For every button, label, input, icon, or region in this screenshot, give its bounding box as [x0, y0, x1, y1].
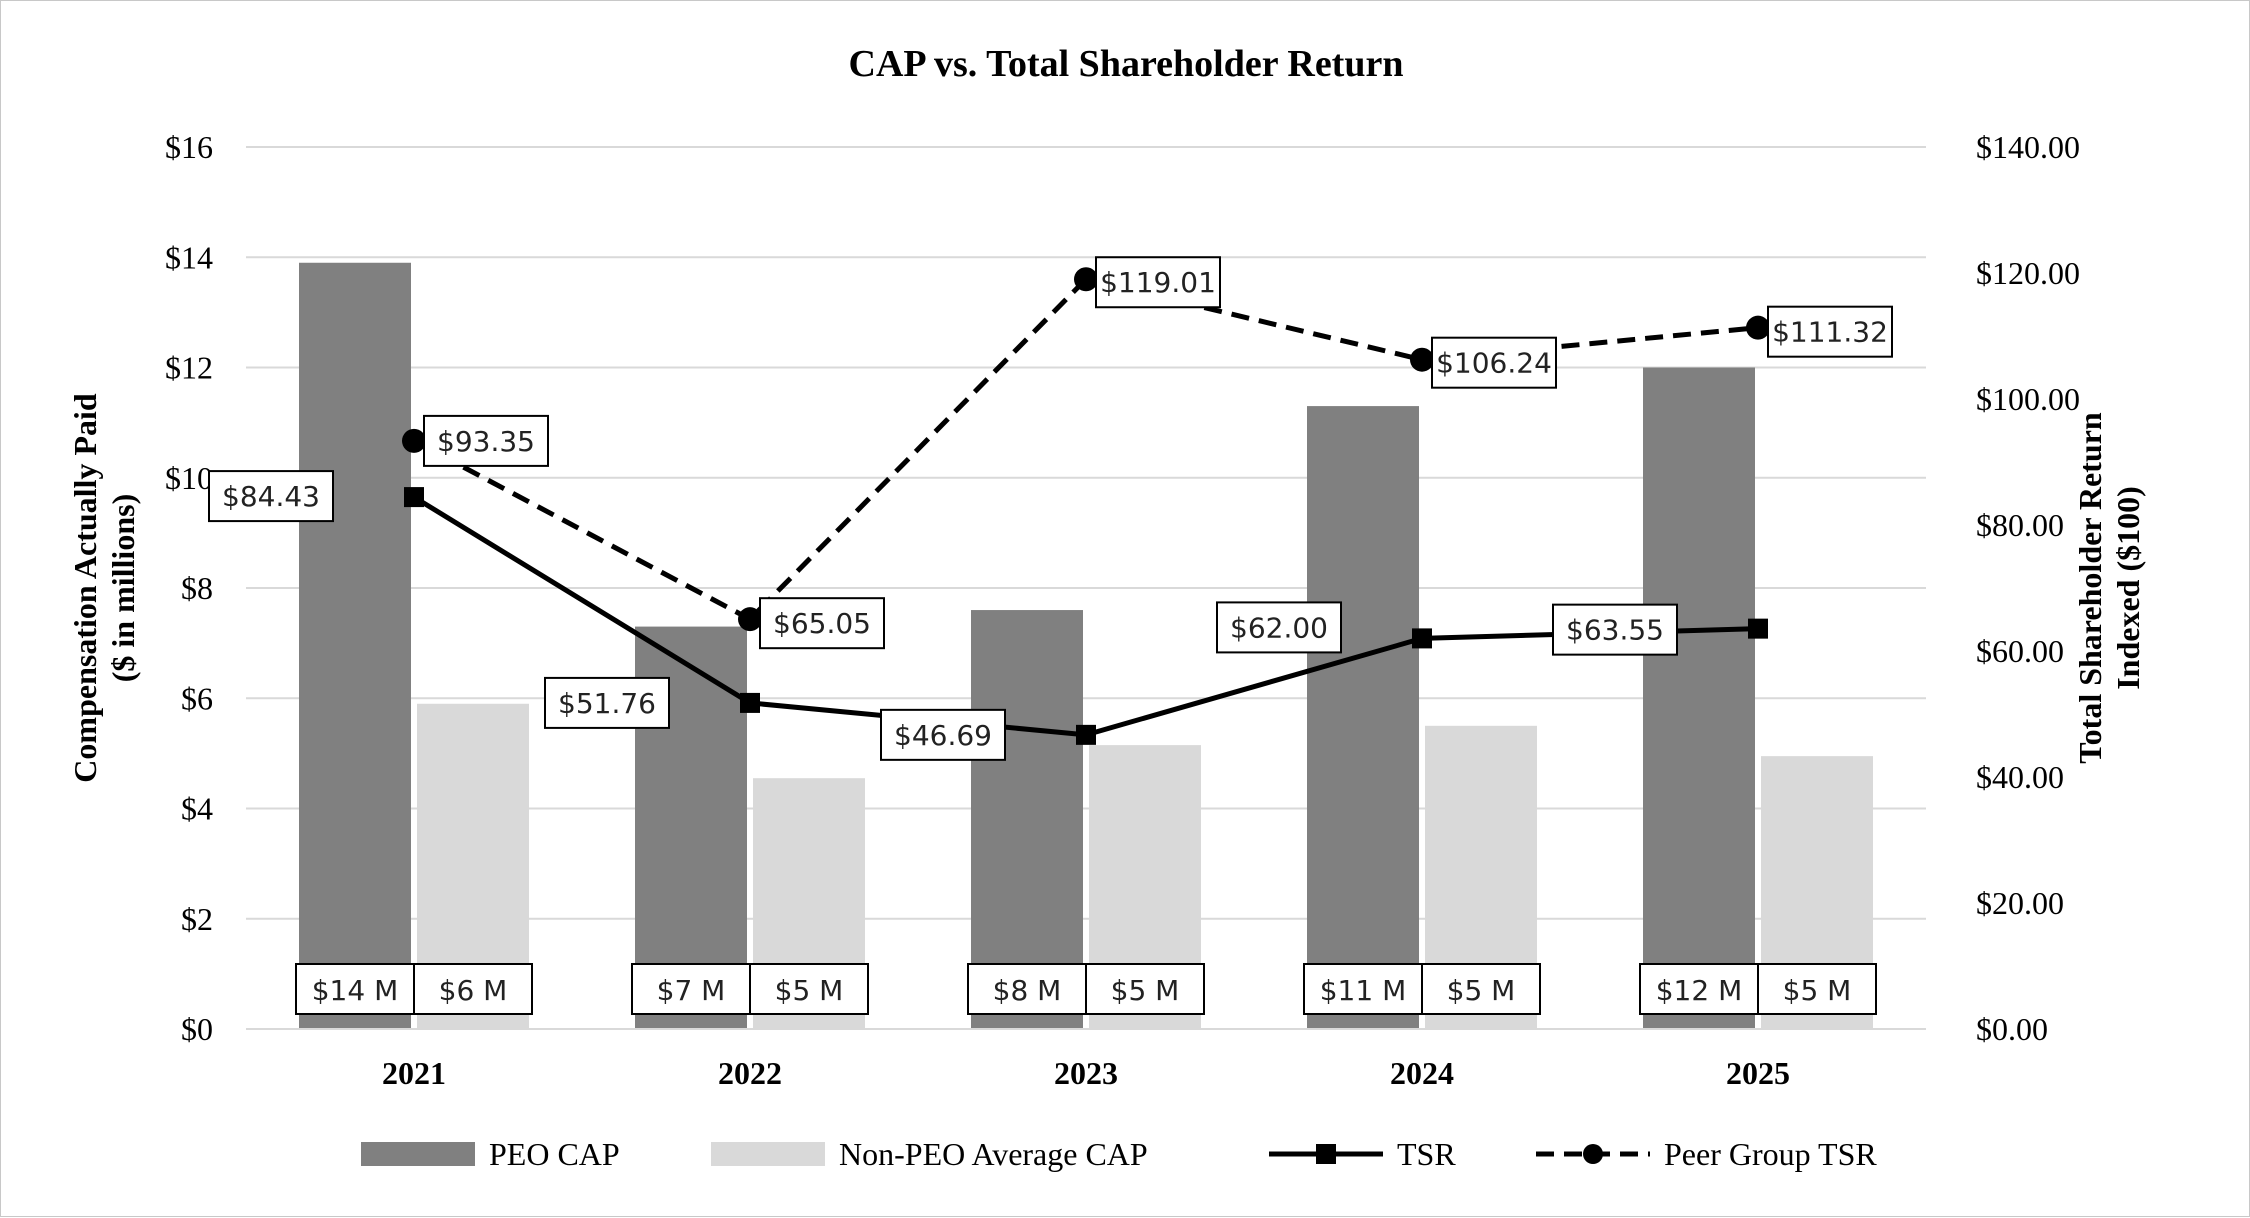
data-label-box — [544, 676, 670, 729]
data-label: $5 M — [1447, 974, 1516, 1007]
data-label-box — [1552, 603, 1678, 656]
x-tick-label: 2022 — [718, 1055, 782, 1091]
y-left-tick-label: $6 — [181, 680, 213, 716]
legend-swatch — [711, 1142, 825, 1166]
line-marker — [738, 607, 762, 632]
bar — [1643, 367, 1755, 1029]
data-label-box — [631, 963, 751, 1015]
data-label: $5 M — [775, 974, 844, 1007]
bar — [1307, 406, 1419, 1029]
y-right-tick-label: $100.00 — [1976, 381, 2080, 417]
line-marker — [404, 487, 424, 508]
data-label-box — [759, 597, 885, 650]
x-tick-label: 2025 — [1726, 1055, 1790, 1091]
y-right-tick-label: $60.00 — [1976, 633, 2064, 669]
x-tick-label: 2024 — [1390, 1055, 1454, 1091]
y-left-tick-label: $4 — [181, 791, 213, 827]
line-marker — [1748, 618, 1768, 639]
data-label: $14 M — [312, 974, 399, 1007]
legend-swatch — [361, 1142, 475, 1166]
line-marker — [402, 428, 426, 453]
line-marker — [740, 692, 760, 713]
series-line — [412, 276, 1759, 623]
y-left-tick-label: $16 — [165, 129, 213, 165]
y-right-tick-label: $80.00 — [1976, 507, 2064, 543]
line-marker — [1412, 628, 1432, 649]
data-label-box — [749, 963, 869, 1015]
legend: PEO CAP Non-PEO Average CAP TSR Peer Group … — [361, 1136, 1877, 1172]
data-label-box — [1639, 963, 1759, 1015]
data-label: $8 M — [993, 974, 1062, 1007]
data-label-box — [423, 414, 549, 467]
data-label-box — [208, 470, 334, 523]
data-labels: $14 M $7 M $8 M $11 M $12 M $6 M $5 M $5 M $5 M $… — [208, 256, 1893, 1015]
data-label: $5 M — [1783, 974, 1852, 1007]
y-left-axis-title: Compensation Actually Paid — [67, 393, 103, 783]
data-label: $12 M — [1656, 974, 1743, 1007]
legend-marker — [1583, 1144, 1603, 1164]
data-label-box — [880, 708, 1006, 761]
y-left-tick-label: $14 — [165, 239, 213, 275]
data-label: $119.01 — [1100, 266, 1216, 299]
y-left-tick-label: $12 — [165, 350, 213, 386]
data-label: $93.35 — [437, 425, 535, 458]
y-right-tick-label: $140.00 — [1976, 129, 2080, 165]
data-label: $5 M — [1111, 974, 1180, 1007]
y-left-axis-title: ($ in millions) — [105, 494, 141, 682]
chart-title: CAP vs. Total Shareholder Return — [849, 43, 1404, 85]
legend-label: Non-PEO Average CAP — [839, 1136, 1148, 1172]
line-marker — [1410, 347, 1434, 372]
data-label: $111.32 — [1772, 316, 1888, 349]
line-marker — [1074, 267, 1098, 292]
legend-label: Peer Group TSR — [1664, 1136, 1877, 1172]
data-label-box — [967, 963, 1087, 1015]
data-label: $63.55 — [1566, 614, 1664, 647]
bar — [971, 610, 1083, 1029]
data-label-box — [1216, 601, 1342, 654]
data-label-box — [1757, 963, 1877, 1015]
x-tick-label: 2021 — [382, 1055, 446, 1091]
data-label-box — [413, 963, 533, 1015]
data-label: $65.05 — [773, 607, 871, 640]
legend-label: TSR — [1397, 1136, 1456, 1172]
y-left-tick-label: $2 — [181, 901, 213, 937]
data-label-box — [1767, 305, 1893, 358]
axes: $0 $2 $4 $6 $8 $10 $12 $14 $16 $0.00 $20.00 $40.00 $… — [67, 129, 2146, 1091]
y-right-axis-title: Total Shareholder Return — [2072, 412, 2108, 764]
legend-label: PEO CAP — [489, 1136, 620, 1172]
data-label: $6 M — [439, 974, 508, 1007]
line-marker — [1076, 724, 1096, 745]
y-left-tick-label: $0 — [181, 1011, 213, 1047]
data-label-box — [1431, 336, 1557, 389]
data-label-box — [1095, 256, 1221, 309]
data-label: $106.24 — [1436, 347, 1552, 380]
y-right-tick-label: $40.00 — [1976, 759, 2064, 795]
y-right-axis-title: Indexed ($100) — [2110, 486, 2146, 690]
data-label: $51.76 — [558, 687, 656, 720]
series-lines — [402, 267, 1770, 745]
data-label: $46.69 — [894, 719, 992, 752]
bar — [299, 262, 411, 1029]
y-left-tick-label: $8 — [181, 570, 213, 606]
y-right-tick-label: $0.00 — [1976, 1011, 2048, 1047]
data-label-box — [1421, 963, 1541, 1015]
y-right-tick-label: $120.00 — [1976, 255, 2080, 291]
data-label-box — [295, 963, 415, 1015]
data-label: $7 M — [657, 974, 726, 1007]
data-label: $11 M — [1320, 974, 1407, 1007]
x-tick-label: 2023 — [1054, 1055, 1118, 1091]
line-marker — [1746, 315, 1770, 340]
y-right-tick-label: $20.00 — [1976, 885, 2064, 921]
data-label: $84.43 — [222, 480, 320, 513]
data-label-box — [1085, 963, 1205, 1015]
data-label: $62.00 — [1230, 611, 1328, 644]
legend-marker — [1316, 1144, 1336, 1164]
y-left-tick-label: $10 — [165, 460, 213, 496]
